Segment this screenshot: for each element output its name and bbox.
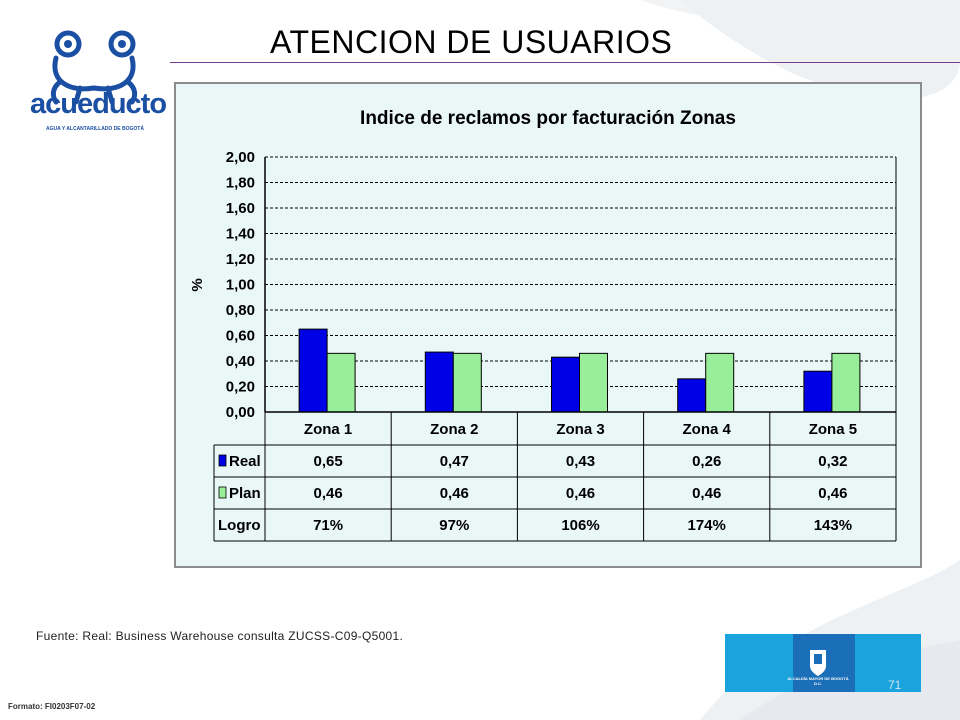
table-cell: 71% [313, 517, 343, 534]
table-cell: 0,65 [313, 453, 342, 470]
bar-plan [705, 352, 735, 413]
page-number: 71 [888, 678, 902, 692]
y-tick-label: 0,60 [226, 328, 255, 345]
table-row-label: Logro [218, 517, 261, 534]
bar-real [298, 328, 328, 413]
table-cell: 106% [561, 517, 599, 534]
table-cell: 0,46 [440, 485, 469, 502]
y-axis-label: % [189, 278, 206, 291]
title-divider [170, 62, 960, 63]
table-cell: 0,46 [692, 485, 721, 502]
y-tick-label: 1,20 [226, 251, 255, 268]
acueducto-logo-frog-icon [50, 30, 138, 105]
table-cell: 0,32 [818, 453, 847, 470]
page-title: ATENCION DE USUARIOS [270, 24, 673, 60]
table-cell: 97% [439, 517, 469, 534]
y-tick-label: 1,60 [226, 200, 255, 217]
x-category-label: Zona 4 [683, 421, 732, 438]
y-tick-label: 0,40 [226, 353, 255, 370]
bar-real [551, 356, 580, 413]
y-tick-label: 1,40 [226, 226, 255, 243]
x-category-label: Zona 5 [809, 421, 857, 438]
chart-title: Indice de reclamos por facturación Zonas [360, 108, 736, 129]
logo-subtitle: AGUA Y ALCANTARILLADO DE BOGOTÁ [46, 126, 144, 132]
table-cell: 0,46 [818, 485, 847, 502]
legend-label: Real [229, 453, 261, 470]
y-tick-label: 1,80 [226, 175, 255, 192]
format-code: Formato: FI0203F07-02 [8, 702, 96, 711]
crest-label: ALCALDÍA MAYOR DE BOGOTÁ D.C. [787, 676, 849, 686]
logo-wordmark: acueducto [30, 88, 167, 120]
bar-chart: Indice de reclamos por facturación Zonas… [189, 108, 897, 542]
x-category-label: Zona 3 [556, 421, 604, 438]
table-cell: 0,46 [566, 485, 595, 502]
legend-label: Plan [229, 485, 261, 502]
bar-plan [326, 352, 356, 413]
bar-real [803, 370, 833, 413]
x-category-label: Zona 1 [304, 421, 352, 438]
legend-swatch-real [218, 454, 227, 467]
table-cell: 0,43 [566, 453, 595, 470]
bar-plan [831, 352, 861, 413]
table-cell: 143% [814, 517, 852, 534]
y-tick-label: 2,00 [226, 149, 255, 166]
bogota-crest-icon [810, 650, 826, 676]
bar-real [424, 351, 454, 413]
bar-real [677, 378, 707, 413]
y-tick-label: 1,00 [226, 277, 255, 294]
table-cell: 0,47 [440, 453, 469, 470]
y-tick-label: 0,00 [226, 404, 255, 421]
y-tick-label: 0,20 [226, 379, 255, 396]
source-note: Fuente: Real: Business Warehouse consult… [36, 629, 404, 643]
table-cell: 174% [688, 517, 726, 534]
table-cell: 0,46 [313, 485, 342, 502]
chart-frame [174, 82, 922, 568]
y-tick-label: 0,80 [226, 302, 255, 319]
legend-swatch-plan [218, 486, 227, 499]
bar-plan [579, 352, 608, 413]
x-category-label: Zona 2 [430, 421, 478, 438]
table-cell: 0,26 [692, 453, 721, 470]
bar-plan [452, 352, 482, 413]
